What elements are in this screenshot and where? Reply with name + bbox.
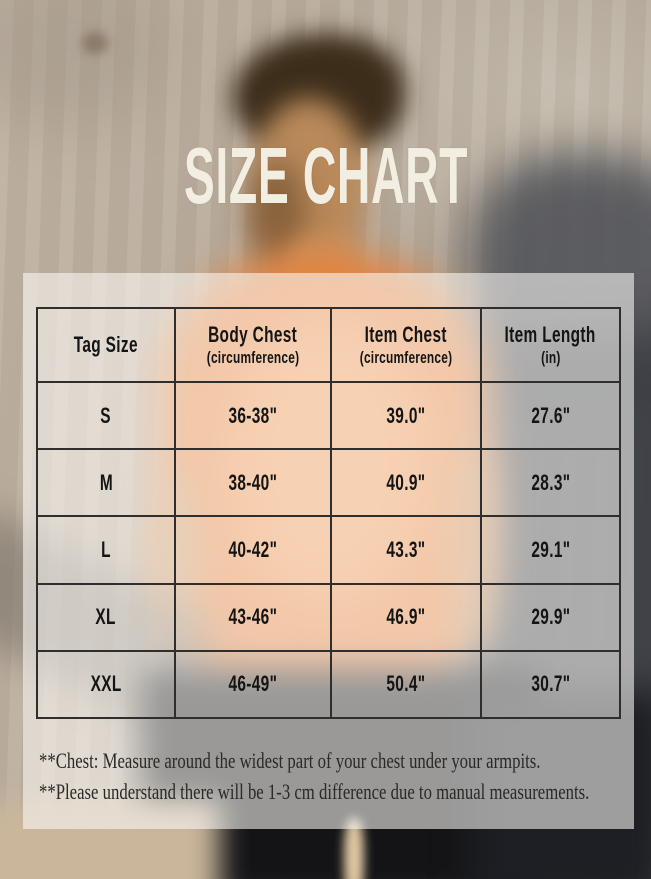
size-label-cell: L [38,515,174,582]
note-measurement-tolerance: **Please understand there will be 1-3 cm… [39,779,590,804]
page-title: SIZE CHART [0,131,651,220]
size-table-panel: Tag Size Body Chest (circumference) Item… [23,273,634,829]
page-title-text: SIZE CHART [183,131,468,220]
body-chest-cell: 36-38" [174,381,330,449]
body-chest-cell: 46-49" [174,649,330,717]
light-gap-between-legs [344,818,364,879]
header-cell-body-chest: Body Chest (circumference) [174,309,330,381]
size-label-cell: XL [38,582,174,650]
item-length-cell: 29.1" [480,515,619,583]
item-length-cell: 29.9" [480,582,619,650]
item-chest-cell: 46.9" [330,582,480,650]
footnotes: **Chest: Measure around the widest part … [39,745,629,807]
size-label-cell: XXL [38,649,174,717]
item-chest-cell: 39.0" [330,381,480,449]
header-cell-item-chest: Item Chest (circumference) [330,309,480,381]
header-cell-tag-size: Tag Size [73,332,139,357]
header-cell-item-length: Item Length (in) [480,309,619,381]
item-length-cell: 30.7" [480,649,619,717]
size-table: Tag Size Body Chest (circumference) Item… [36,307,621,719]
size-label-cell: M [38,448,174,515]
item-length-cell: 28.3" [480,448,619,516]
note-chest-measure: **Chest: Measure around the widest part … [39,748,541,773]
item-chest-cell: 43.3" [330,515,480,583]
item-chest-cell: 50.4" [330,649,480,717]
body-chest-cell: 43-46" [174,582,330,650]
body-chest-cell: 40-42" [174,515,330,583]
wall-blemish [82,32,108,54]
body-chest-cell: 38-40" [174,448,330,516]
item-chest-cell: 40.9" [330,448,480,516]
size-label-cell: S [38,381,174,448]
item-length-cell: 27.6" [480,381,619,449]
